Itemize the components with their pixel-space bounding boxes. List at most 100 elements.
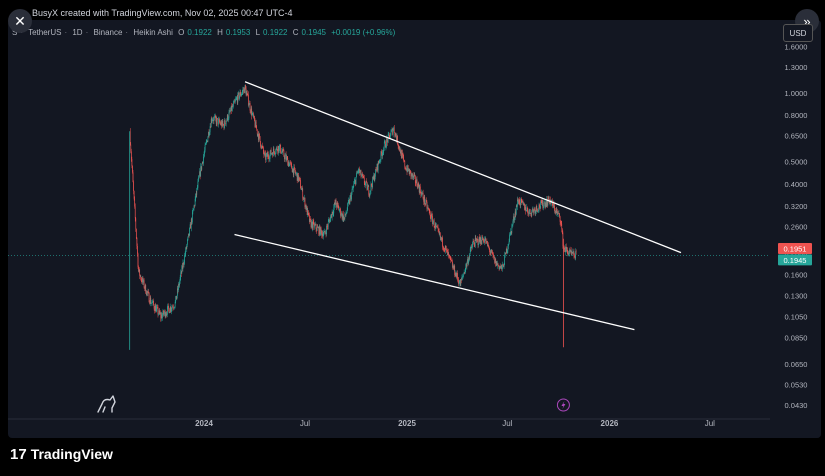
candle-body	[203, 153, 205, 157]
candle-body	[455, 272, 457, 277]
tradingview-footer-logo[interactable]: 17 TradingView	[10, 446, 113, 463]
candle-body	[270, 149, 271, 154]
currency-button[interactable]: USD	[783, 24, 813, 42]
candle-body	[533, 209, 534, 213]
candle-body	[501, 265, 503, 269]
candle-body	[379, 160, 381, 163]
candle-body	[498, 265, 499, 266]
candle-body	[183, 262, 185, 265]
candle-body	[441, 237, 442, 241]
close-button[interactable]: ✕	[8, 9, 32, 33]
candle-body	[390, 131, 392, 136]
candle-body	[533, 208, 535, 213]
candle-body	[539, 207, 541, 209]
candle-body	[238, 92, 240, 99]
candle-body	[320, 227, 321, 236]
candle-body	[346, 212, 347, 214]
candle-body	[381, 153, 383, 156]
candle-body	[149, 302, 150, 304]
candle-body	[214, 115, 216, 117]
candle-body	[243, 89, 244, 91]
candle-body	[140, 275, 142, 280]
candle-body	[558, 212, 559, 214]
candle-body	[331, 214, 332, 218]
candle-body	[555, 210, 557, 214]
candle-body	[529, 209, 531, 214]
candle-body	[290, 162, 291, 164]
candle-body	[157, 307, 158, 308]
candle-body	[565, 246, 567, 250]
candle-body	[159, 313, 161, 315]
candle-body	[161, 314, 163, 319]
candle-body	[397, 144, 399, 147]
candle-body	[454, 265, 456, 275]
candle-body	[314, 224, 315, 228]
candle-body	[261, 145, 263, 147]
candle-body	[267, 153, 269, 157]
candle-body	[464, 272, 466, 274]
candle-body	[238, 92, 239, 94]
chart-panel[interactable]: 2024 Jul 2025 Jul 2026 Jul 1.6000 1.3000 1.0000 0…	[8, 20, 821, 438]
candle-body	[147, 291, 148, 293]
candle-body	[250, 108, 252, 113]
candle-body	[253, 116, 255, 117]
candle-body	[372, 176, 373, 188]
candle-body	[206, 140, 208, 142]
candle-body	[550, 202, 552, 204]
candle-body	[483, 239, 484, 242]
candle-body	[273, 148, 275, 152]
candle-body	[225, 121, 227, 125]
candle-body	[233, 103, 234, 107]
candle-body	[436, 225, 437, 227]
candle-body	[307, 210, 309, 215]
candle-body	[336, 202, 338, 208]
candle-body	[489, 248, 490, 253]
candle-body	[229, 110, 230, 113]
candle-body	[139, 269, 141, 276]
candle-body	[568, 253, 569, 256]
candle-body	[263, 151, 265, 155]
candle-body	[376, 163, 378, 171]
candle-body	[201, 161, 203, 164]
candle-body	[497, 263, 499, 266]
candle-body	[452, 261, 453, 268]
price-chart[interactable]: 2024 Jul 2025 Jul 2026 Jul 1.6000 1.3000 1.0000 0…	[8, 20, 821, 438]
candle-body	[487, 241, 488, 246]
candle-body	[431, 214, 432, 220]
interval[interactable]: 1D	[72, 28, 83, 37]
candle-body	[536, 206, 538, 209]
candle-body	[143, 280, 144, 283]
candle-body	[262, 146, 264, 148]
candle-body	[446, 248, 447, 250]
candle-body	[484, 239, 486, 242]
candle-body	[133, 182, 134, 192]
candle-body	[129, 131, 131, 145]
symbol-pair: TetherUS	[28, 28, 62, 37]
candle-body	[534, 208, 535, 210]
candle-body	[522, 200, 523, 202]
candle-body	[503, 265, 505, 268]
candle-body	[246, 93, 248, 96]
symbol-name[interactable]: S	[12, 28, 18, 37]
candle-body	[266, 153, 268, 157]
candle-body	[185, 247, 187, 255]
candle-body	[531, 209, 533, 211]
candle-body	[235, 99, 236, 101]
candle-body	[560, 223, 562, 225]
candle-body	[452, 266, 454, 268]
candle-body	[472, 241, 474, 244]
candle-body	[499, 266, 501, 268]
candle-body	[445, 245, 447, 249]
candle-body	[363, 177, 365, 184]
candle-body	[228, 112, 230, 119]
lightning-icon	[556, 398, 570, 412]
candle-body	[260, 141, 261, 147]
candle-body	[354, 180, 356, 182]
candle-body	[538, 209, 539, 211]
candle-body	[456, 273, 458, 277]
high-value: 0.1953	[225, 28, 251, 37]
candle-body	[259, 133, 260, 137]
candle-body	[361, 174, 363, 177]
candle-body	[188, 233, 190, 236]
candle-body	[251, 113, 253, 116]
